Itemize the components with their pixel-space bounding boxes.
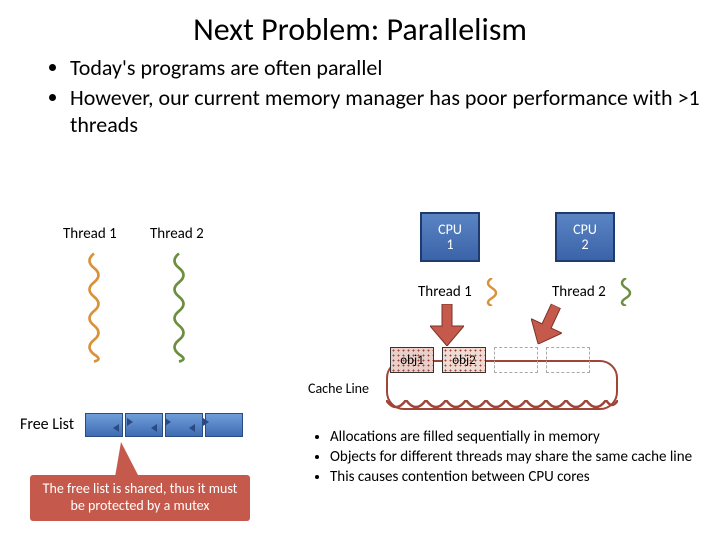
free-list-node bbox=[205, 413, 243, 437]
main-bullet-list: Today's programs are often parallel Howe… bbox=[30, 54, 700, 138]
callout-pointer-icon bbox=[115, 442, 145, 477]
note-item: This causes contention between CPU cores bbox=[330, 468, 710, 486]
cache-scallop-icon bbox=[386, 400, 618, 414]
cpu1-box: CPU 1 bbox=[420, 212, 480, 262]
thread2-left-wavy-icon bbox=[170, 250, 188, 365]
thread1-arrow-icon bbox=[430, 304, 464, 346]
bullet-item: Today's programs are often parallel bbox=[70, 54, 700, 81]
thread2-left-label: Thread 2 bbox=[150, 225, 204, 243]
fl-arrow-icon bbox=[151, 418, 171, 432]
cache-obj-row: obj1 obj2 bbox=[390, 347, 590, 373]
fl-arrow-icon bbox=[189, 418, 209, 432]
note-item: Allocations are filled sequentially in m… bbox=[330, 428, 710, 446]
notes-bullet-list: Allocations are filled sequentially in m… bbox=[310, 428, 710, 488]
thread1-left-label: Thread 1 bbox=[63, 225, 117, 243]
thread2-right-wavy-icon bbox=[618, 278, 634, 306]
bullet-item: However, our current memory manager has … bbox=[70, 84, 700, 138]
note-item: Objects for different threads may share … bbox=[330, 448, 710, 466]
thread2-right-label: Thread 2 bbox=[552, 283, 606, 301]
obj1-box: obj1 bbox=[390, 347, 434, 373]
thread2-arrow-icon bbox=[523, 299, 572, 351]
obj2-box: obj2 bbox=[442, 347, 486, 373]
free-list-label: Free List bbox=[20, 415, 74, 434]
page-title: Next Problem: Parallelism bbox=[0, 0, 720, 49]
mutex-callout: The free list is shared, thus it must be… bbox=[30, 475, 250, 521]
thread1-left-wavy-icon bbox=[85, 250, 103, 365]
cpu2-box: CPU 2 bbox=[555, 212, 615, 262]
thread1-right-label: Thread 1 bbox=[418, 283, 472, 301]
thread1-right-wavy-icon bbox=[484, 278, 500, 306]
cache-line-label: Cache Line bbox=[308, 380, 369, 397]
fl-arrow-icon bbox=[113, 418, 133, 432]
